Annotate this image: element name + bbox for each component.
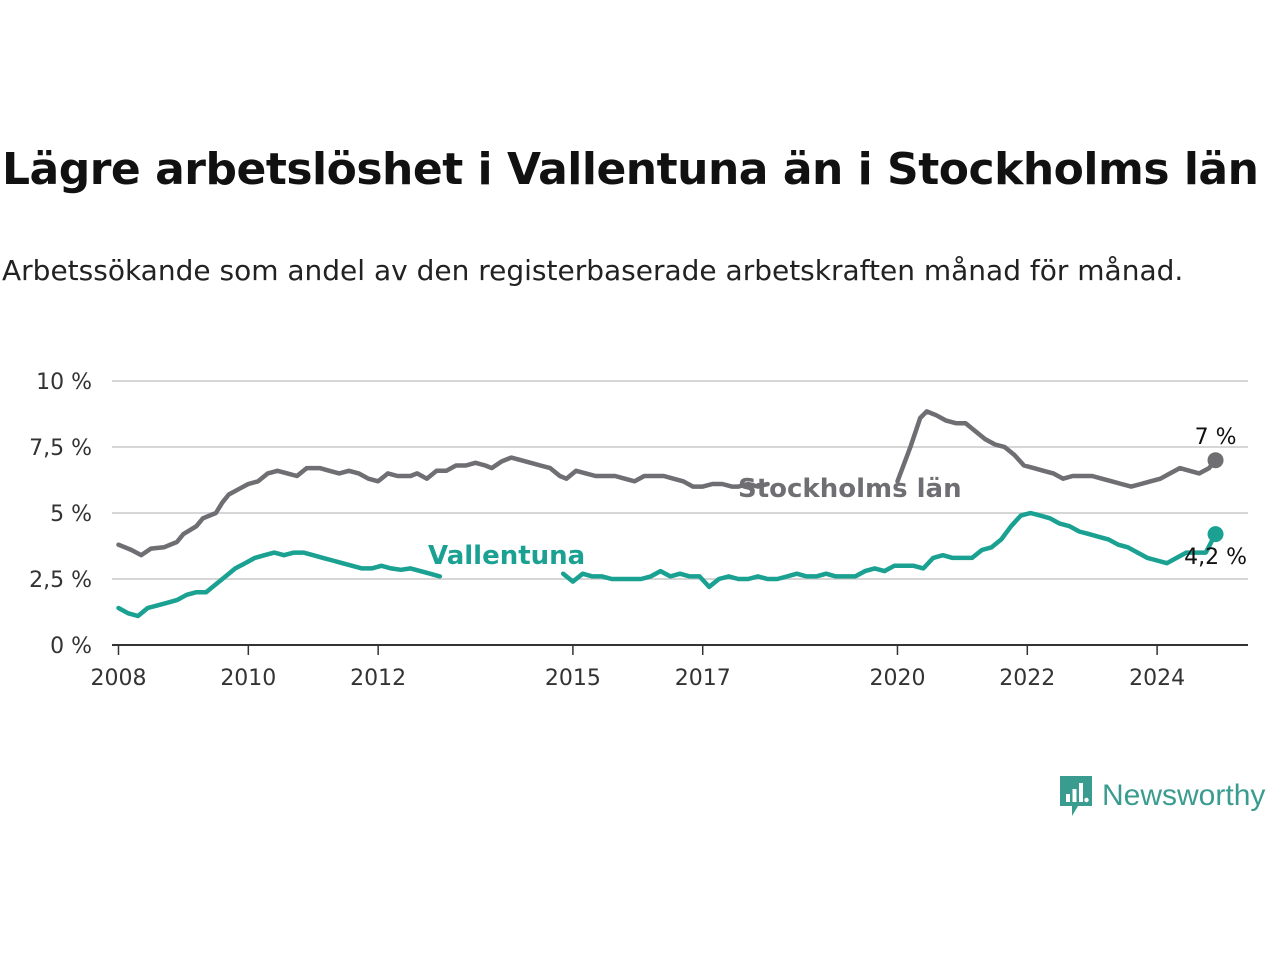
x-tick-label: 2024 [1129, 666, 1185, 691]
y-tick-label: 2,5 % [29, 568, 92, 593]
bar-chart-bubble-icon [1060, 776, 1092, 816]
series-labels: Stockholms län Vallentuna 7 % 4,2 % [428, 425, 1247, 571]
grid-lines [112, 380, 1248, 580]
x-tick-label: 2012 [350, 666, 406, 691]
y-axis-ticks: 0 % 2,5 % 5 % 7,5 % 10 % [29, 370, 92, 659]
end-point-stockholms-l-n [1207, 452, 1224, 469]
x-axis: 2008 2010 2012 2015 2017 2020 2022 2024 [90, 644, 1248, 691]
y-tick-label: 10 % [36, 370, 92, 395]
y-tick-label: 5 % [50, 502, 92, 527]
series-label-stockholm: Stockholms län [738, 474, 962, 504]
chart-title: Lägre arbetslöshet i Vallentuna än i Sto… [2, 144, 1259, 195]
end-value-label-vallentuna: 4,2 % [1184, 545, 1247, 570]
x-tick-label: 2017 [675, 666, 731, 691]
series-line-stockholms-l-n [116, 409, 1218, 558]
line-chart: 0 % 2,5 % 5 % 7,5 % 10 % 2008 2010 2012 2015 201… [29, 370, 1248, 691]
brand-name: Newsworthy [1102, 779, 1266, 812]
x-tick-label: 2008 [90, 666, 146, 691]
newsworthy-logo[interactable]: Newsworthy [1058, 773, 1265, 819]
y-tick-label: 0 % [50, 634, 92, 659]
y-tick-label: 7,5 % [29, 436, 92, 461]
x-tick-label: 2022 [999, 666, 1055, 691]
x-tick-label: 2010 [220, 666, 276, 691]
series-line-vallentuna [116, 510, 1218, 619]
x-tick-label: 2015 [545, 666, 601, 691]
series-lines [116, 409, 1224, 619]
series-label-vallentuna: Vallentuna [428, 541, 585, 571]
end-point-vallentuna [1207, 526, 1224, 543]
chart-subtitle: Arbetssökande som andel av den registerb… [2, 254, 1184, 287]
end-value-label-stockholm: 7 % [1195, 425, 1237, 450]
x-tick-label: 2020 [869, 666, 925, 691]
